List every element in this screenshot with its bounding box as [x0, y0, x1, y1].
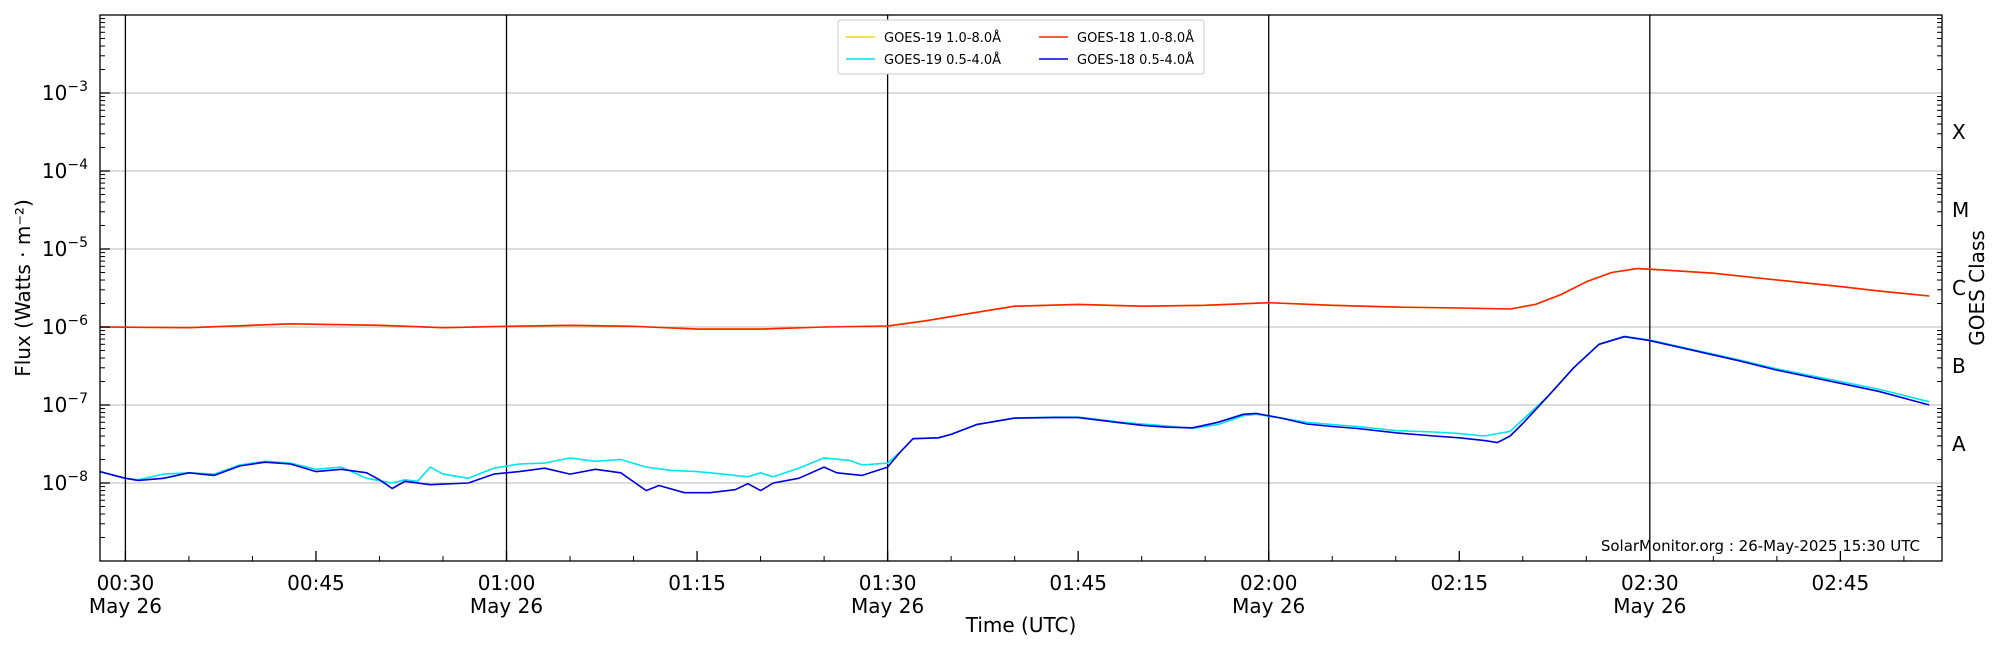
goes-class-a: A [1952, 432, 1966, 456]
legend-entry-2: GOES-18 1.0-8.0Å [1077, 30, 1194, 46]
x-tick-label: 02:30 [1621, 571, 1679, 595]
credit-text: SolarMonitor.org : 26-May-2025 15:30 UTC [1601, 537, 1920, 555]
series [99, 267, 1930, 494]
y-tick-label: 10−4 [42, 157, 88, 183]
y-tick-label: 10−7 [42, 391, 88, 417]
x-tick-date: May 26 [89, 594, 162, 618]
goes-class-title: GOES Class [1965, 230, 1989, 346]
goes-class-c: C [1952, 276, 1966, 300]
x-tick-date: May 26 [1232, 594, 1305, 618]
x-tick-label: 02:00 [1240, 571, 1298, 595]
legend-entry-1: GOES-19 0.5-4.0Å [884, 52, 1001, 68]
legend-box [837, 19, 1205, 75]
x-tick-label: 01:00 [478, 571, 536, 595]
goes-class-b: B [1952, 354, 1966, 378]
x-tick-label: 00:30 [97, 571, 155, 595]
y-tick-label: 10−3 [42, 79, 88, 105]
x-tick-date: May 26 [851, 594, 924, 618]
legend: GOES-19 1.0-8.0Å GOES-19 0.5-4.0Å GOES-18 … [837, 19, 1205, 75]
series-line-1 [99, 267, 1930, 330]
x-axis-title: Time (UTC) [965, 613, 1077, 637]
goes-class-m: M [1952, 198, 1969, 222]
y-axis: 10−8 10−7 10−6 10−5 10−4 10−3 [42, 18, 1942, 539]
series-line-3 [99, 335, 1930, 494]
y-axis-title: Flux (Watts · m⁻²) [11, 199, 35, 377]
x-tick-date: May 26 [470, 594, 543, 618]
x-tick-label: 00:45 [287, 571, 345, 595]
x-tick-label: 01:15 [668, 571, 726, 595]
x-tick-label: 02:45 [1812, 571, 1870, 595]
goes-class-x: X [1952, 120, 1966, 144]
grid [100, 92, 1942, 484]
day-markers [124, 15, 1651, 561]
y-tick-label: 10−6 [42, 313, 88, 339]
legend-entry-3: GOES-18 0.5-4.0Å [1077, 52, 1194, 68]
y-tick-label: 10−8 [42, 469, 88, 495]
goes-class-axis: A B C M X [1952, 120, 1969, 456]
plot-frame [99, 14, 1943, 562]
x-tick-label: 01:45 [1049, 571, 1107, 595]
series-line-2 [99, 335, 1930, 484]
series-line-0 [99, 267, 1930, 330]
x-tick-label: 02:15 [1430, 571, 1488, 595]
x-tick-label: 01:30 [859, 571, 917, 595]
x-tick-date: May 26 [1613, 594, 1686, 618]
legend-entry-0: GOES-19 1.0-8.0Å [884, 30, 1001, 46]
y-tick-label: 10−5 [42, 235, 88, 261]
